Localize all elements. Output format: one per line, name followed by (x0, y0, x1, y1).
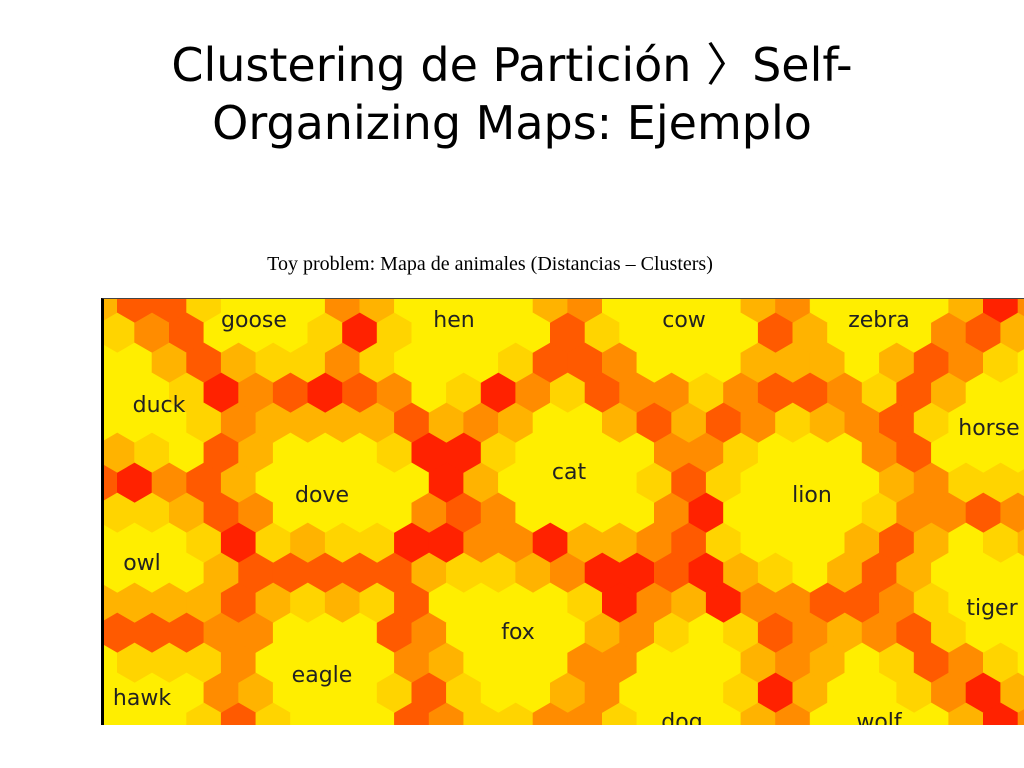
som-hex-cell (104, 299, 118, 322)
som-label-eagle: eagle (292, 663, 353, 688)
som-label-lion: lion (792, 483, 832, 508)
som-hex-grid: goose hen cow zebra duck horse cat dove lion owl t… (104, 299, 1024, 725)
title-line-1: Clustering de Partición 〉Self- (171, 38, 853, 92)
som-label-owl: owl (123, 551, 161, 576)
som-label-wolf: wolf (856, 710, 903, 725)
slide-title: Clustering de Partición 〉Self- Organizin… (112, 36, 912, 152)
som-label-horse: horse (958, 416, 1019, 441)
som-label-zebra: zebra (848, 308, 910, 333)
som-label-duck: duck (133, 393, 186, 418)
som-hex-cell (1017, 409, 1024, 437)
som-hex-cell (1017, 299, 1024, 317)
figure-caption: Toy problem: Mapa de animales (Distancia… (267, 253, 713, 275)
som-hex-cell (1017, 529, 1024, 557)
som-label-cat: cat (552, 460, 587, 485)
som-hex-cell (1017, 349, 1024, 377)
som-label-goose: goose (221, 308, 287, 333)
title-line-2: Organizing Maps: Ejemplo (212, 96, 812, 150)
som-label-dog: dog (661, 710, 702, 725)
som-label-hen: hen (433, 308, 474, 333)
som-label-cow: cow (662, 308, 706, 333)
som-hex-cell (1017, 469, 1024, 497)
som-label-hawk: hawk (113, 686, 171, 711)
som-hex-cell (1017, 589, 1024, 617)
som-label-fox: fox (501, 620, 535, 645)
som-hex-cell (1017, 649, 1024, 677)
som-distance-map: goose hen cow zebra duck horse cat dove lion owl t… (101, 298, 1024, 725)
som-hex-cell (1017, 709, 1024, 725)
som-label-dove: dove (295, 483, 349, 508)
som-label-tiger: tiger (966, 596, 1018, 621)
